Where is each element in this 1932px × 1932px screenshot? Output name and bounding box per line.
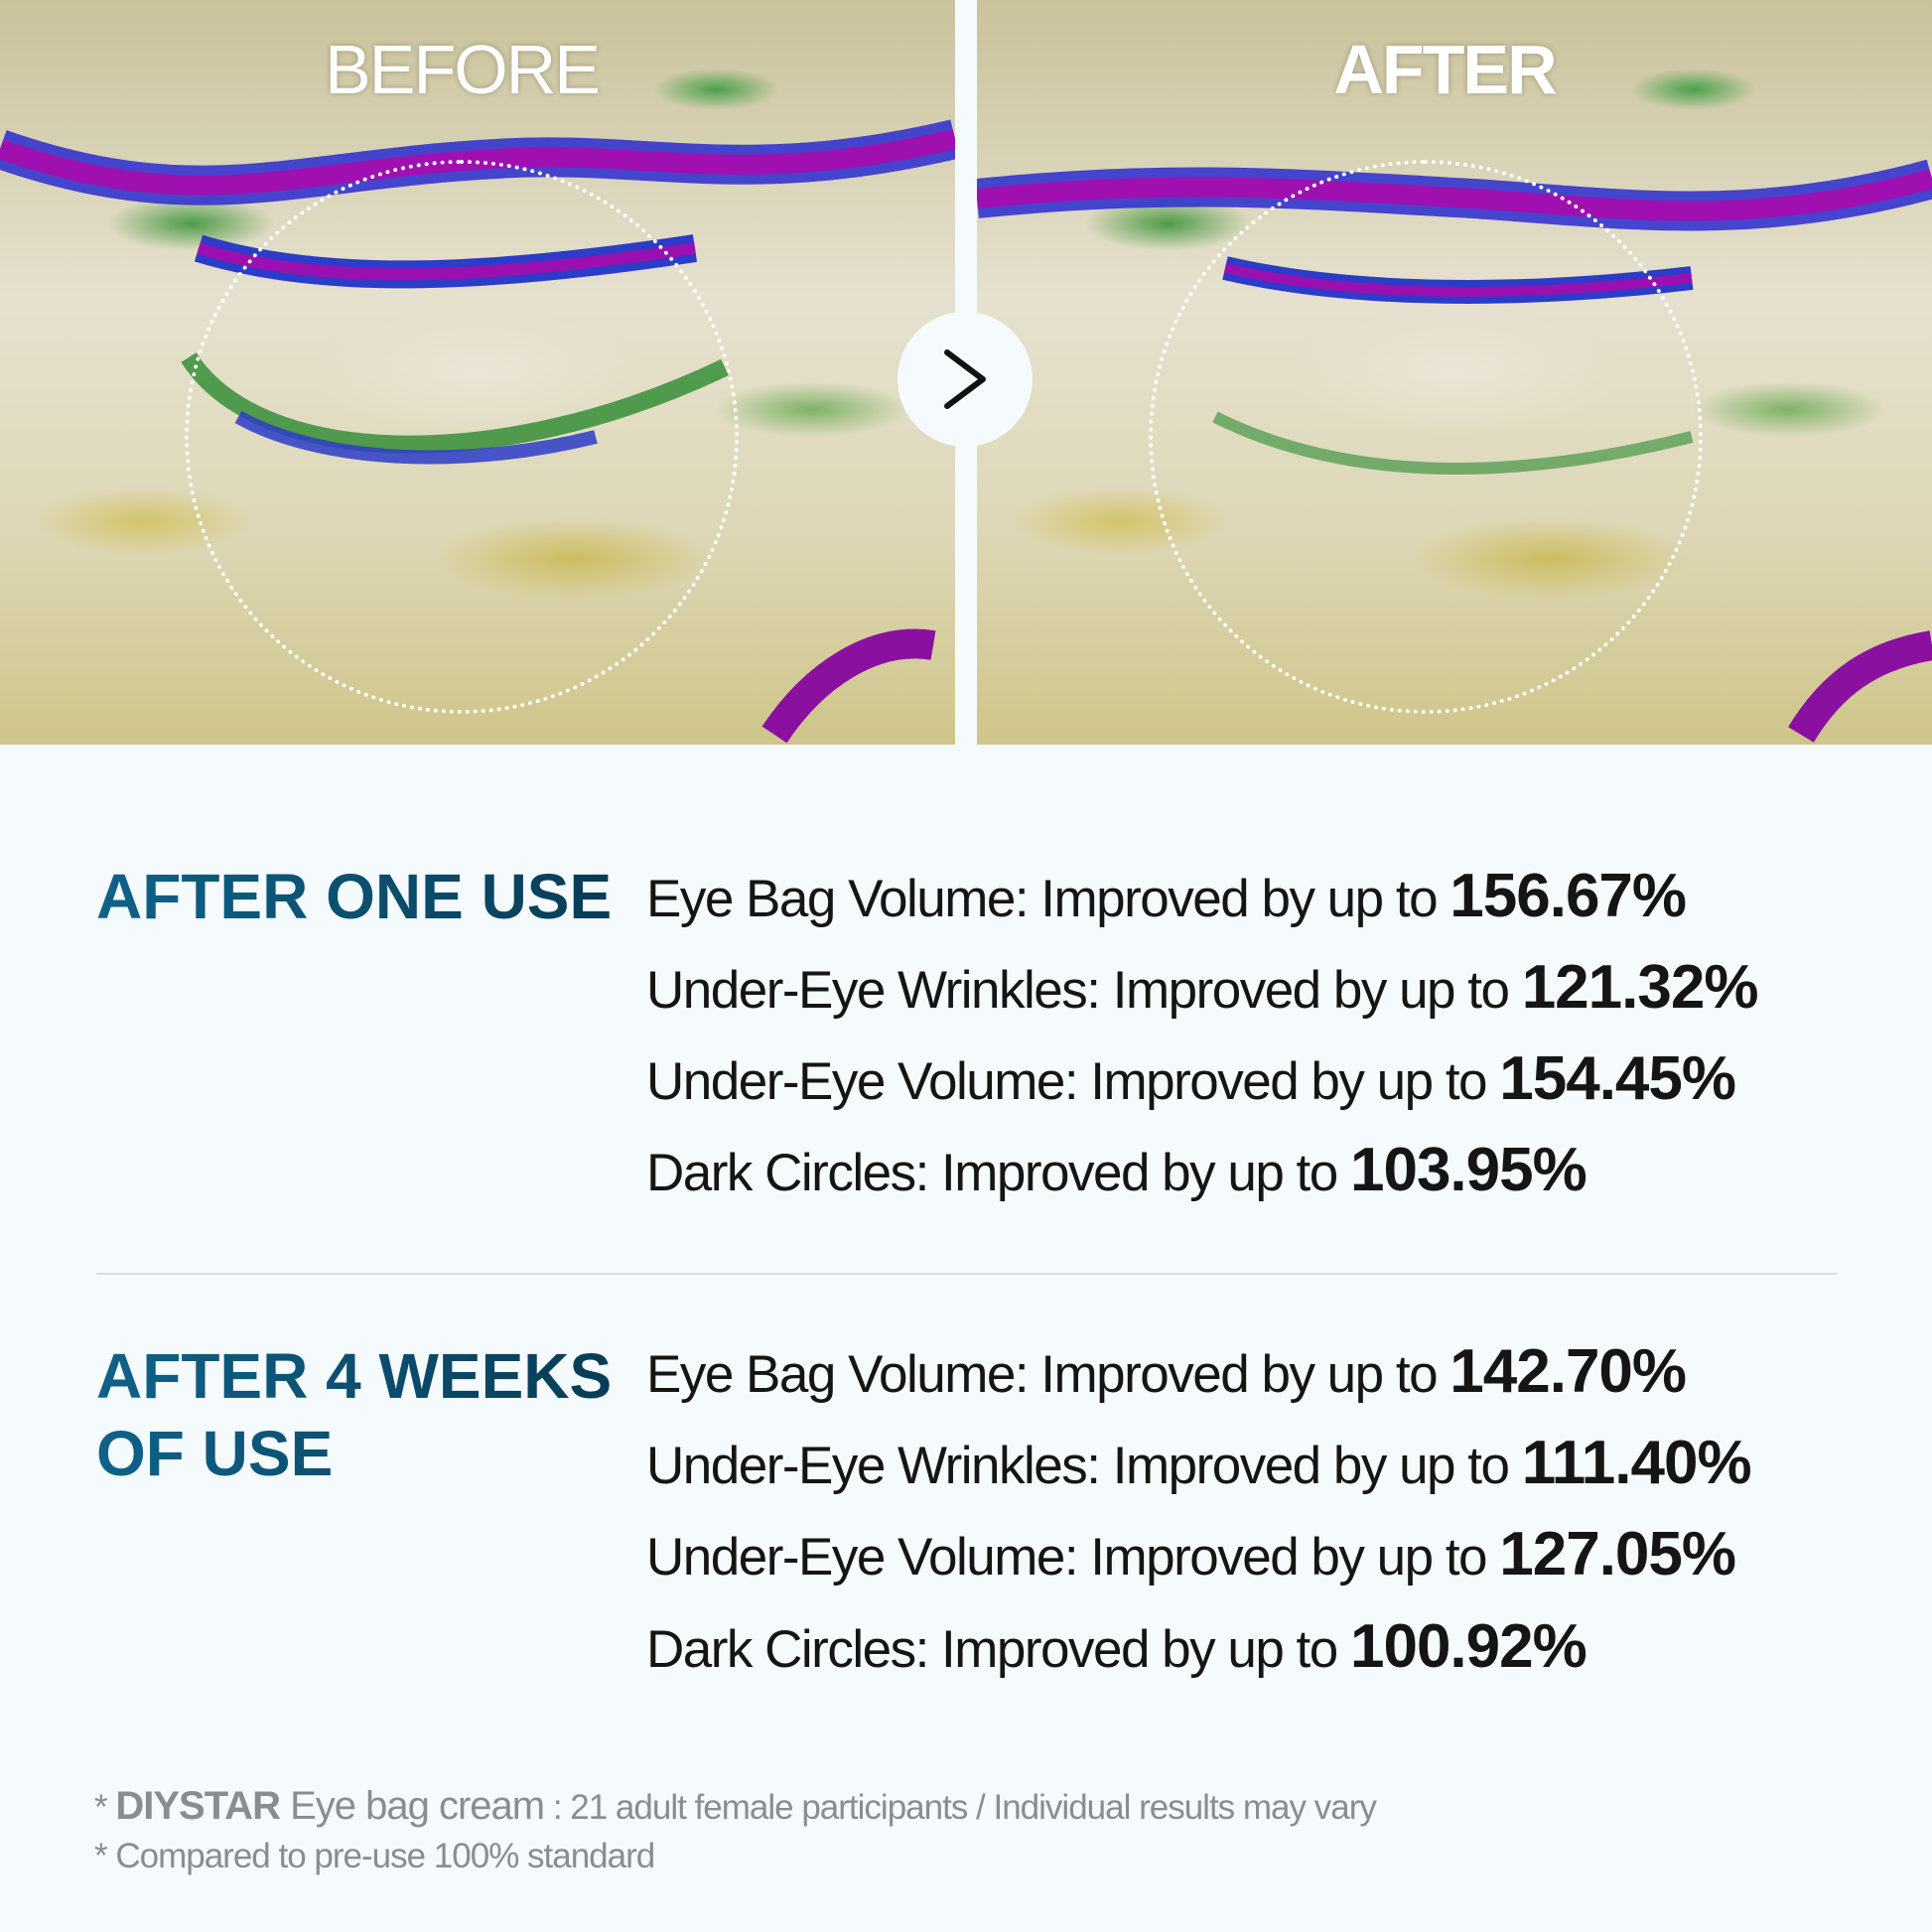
- brand-name: DIYSTAR: [115, 1784, 281, 1828]
- before-label: BEFORE: [325, 31, 601, 108]
- product-name: Eye bag cream: [279, 1784, 545, 1828]
- footnote-text: : 21 adult female participants / Individ…: [544, 1788, 1377, 1827]
- after-photo: AFTER: [977, 0, 1932, 745]
- stat-row: Under-Eye Wrinkles: Improved by up to 12…: [646, 948, 1759, 1028]
- before-photo: BEFORE: [0, 0, 955, 745]
- stat-row: Under-Eye Wrinkles: Improved by up to 11…: [646, 1424, 1752, 1503]
- footnote-standard: * Compared to pre-use 100% standard: [94, 1837, 655, 1875]
- stat-row: Eye Bag Volume: Improved by up to 142.70…: [646, 1332, 1687, 1412]
- title-line: AFTER ONE USE: [96, 861, 613, 932]
- compare-arrow-button[interactable]: [897, 312, 1033, 447]
- stat-label: Under-Eye Wrinkles: Improved by up to: [646, 961, 1522, 1020]
- footnote-study: * DIYSTAR Eye bag cream : 21 adult femal…: [94, 1784, 1377, 1829]
- title-line: OF USE: [96, 1418, 334, 1489]
- stat-label: Under-Eye Volume: Improved by up to: [646, 1052, 1500, 1111]
- stat-label: Eye Bag Volume: Improved by up to: [646, 870, 1450, 928]
- focus-circle: [185, 160, 739, 714]
- stat-row: Under-Eye Volume: Improved by up to 154.…: [646, 1039, 1736, 1119]
- stat-value: 121.32%: [1521, 953, 1759, 1022]
- section-divider: [96, 1273, 1837, 1275]
- stat-value: 111.40%: [1521, 1429, 1752, 1497]
- section-title-one-use: AFTER ONE USE: [96, 858, 612, 935]
- stat-label: Eye Bag Volume: Improved by up to: [646, 1345, 1450, 1404]
- stat-row: Dark Circles: Improved by up to 103.95%: [646, 1131, 1587, 1210]
- after-label: AFTER: [1333, 31, 1557, 108]
- footnote-asterisk: *: [94, 1788, 116, 1827]
- stat-value: 154.45%: [1499, 1044, 1736, 1113]
- stat-value: 127.05%: [1499, 1520, 1736, 1588]
- stat-label: Dark Circles: Improved by up to: [646, 1144, 1350, 1202]
- stat-label: Under-Eye Wrinkles: Improved by up to: [646, 1437, 1522, 1495]
- stat-value: 142.70%: [1449, 1337, 1687, 1406]
- stat-row: Eye Bag Volume: Improved by up to 156.67…: [646, 857, 1687, 936]
- stat-label: Dark Circles: Improved by up to: [646, 1620, 1350, 1679]
- focus-circle: [1149, 160, 1703, 714]
- stat-value: 103.95%: [1349, 1136, 1587, 1204]
- stat-value: 156.67%: [1449, 862, 1687, 930]
- stat-value: 100.92%: [1349, 1612, 1587, 1681]
- section-title-four-weeks: AFTER 4 WEEKS OF USE: [96, 1337, 612, 1492]
- chevron-right-icon: [944, 349, 986, 409]
- title-line: AFTER 4 WEEKS: [96, 1340, 613, 1412]
- stat-row: Under-Eye Volume: Improved by up to 127.…: [646, 1515, 1736, 1594]
- stat-row: Dark Circles: Improved by up to 100.92%: [646, 1607, 1587, 1687]
- stat-label: Under-Eye Volume: Improved by up to: [646, 1528, 1500, 1587]
